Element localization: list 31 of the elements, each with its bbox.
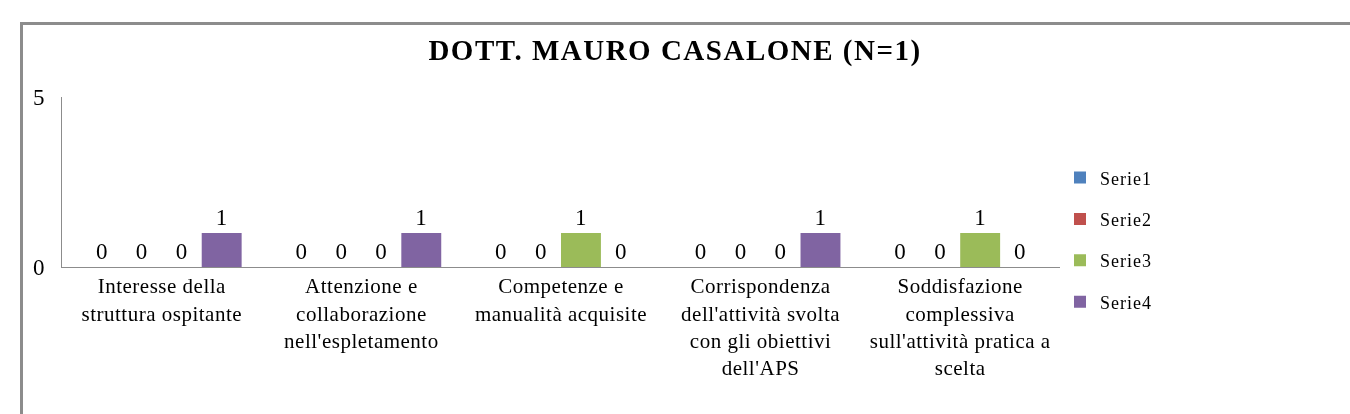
data-label: 0 bbox=[535, 239, 548, 264]
data-label: 0 bbox=[694, 239, 707, 264]
data-label: 0 bbox=[894, 239, 907, 264]
data-label: 0 bbox=[774, 239, 787, 264]
legend-label: Serie4 bbox=[1100, 292, 1152, 313]
legend-label: Serie3 bbox=[1100, 251, 1152, 272]
data-label: 1 bbox=[974, 205, 987, 230]
data-label: 1 bbox=[574, 205, 587, 230]
x-tick-label: Soddisfazione complessiva sull'attività pratica a scelta bbox=[869, 274, 1051, 381]
y-tick-label: 5 bbox=[32, 85, 45, 111]
data-label: 1 bbox=[215, 205, 228, 230]
chart-title: DOTT. MAURO CASALONE (N=1) bbox=[428, 33, 922, 67]
data-label: 0 bbox=[95, 239, 108, 264]
legend-label: Serie1 bbox=[1100, 168, 1152, 189]
data-label: 0 bbox=[175, 239, 188, 264]
data-label: 0 bbox=[375, 239, 388, 264]
data-label: 1 bbox=[814, 205, 827, 230]
x-tick-label: Competenze e manualità acquisite bbox=[474, 274, 648, 326]
legend-label: Serie2 bbox=[1100, 209, 1152, 230]
x-tick-label: Interesse della struttura ospitante bbox=[81, 274, 243, 326]
data-label: 0 bbox=[934, 239, 947, 264]
data-label: 1 bbox=[415, 205, 428, 230]
data-label: 0 bbox=[734, 239, 747, 264]
data-label: 0 bbox=[495, 239, 508, 264]
x-tick-label: Corrispondenza dell'attività svolta con gli obiettivi dell'APS bbox=[681, 274, 841, 381]
data-label: 0 bbox=[135, 239, 148, 264]
x-tick-label: Attenzione e collaborazione nell'espletamento bbox=[284, 274, 439, 353]
data-label: 0 bbox=[335, 239, 348, 264]
data-label: 0 bbox=[295, 239, 308, 264]
data-label: 0 bbox=[614, 239, 627, 264]
data-label: 0 bbox=[1014, 239, 1027, 264]
